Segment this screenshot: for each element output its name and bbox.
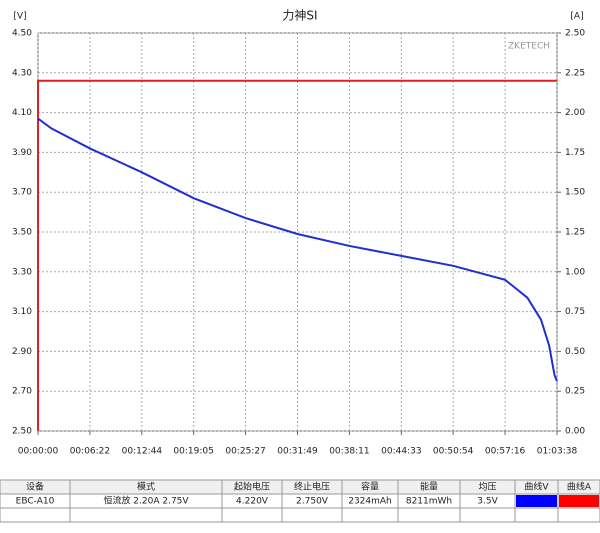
y-tick-label: 2.70 <box>12 387 32 397</box>
y2-unit: [A] <box>570 12 583 22</box>
cell <box>281 507 343 523</box>
header-text: 均压 <box>478 481 496 493</box>
curve-swatch <box>516 495 557 507</box>
cell-text: 8211mWh <box>406 497 452 507</box>
x-tick-label: 00:12:44 <box>122 447 163 457</box>
y-tick-label: 3.50 <box>12 228 32 238</box>
y-tick-label: 3.30 <box>12 267 32 277</box>
cell-text: 3.5V <box>477 497 498 507</box>
y2-tick-label: 2.25 <box>565 68 585 78</box>
y2-tick-label: 2.50 <box>565 29 585 39</box>
cell <box>397 507 461 523</box>
cell <box>69 507 223 523</box>
y-tick-label: 2.90 <box>12 347 32 357</box>
header-text: 设备 <box>26 481 44 493</box>
y2-tick-label: 1.25 <box>565 228 585 238</box>
x-tick-label: 00:25:27 <box>225 447 265 457</box>
summary-table: 设备 模式 起始电压 终止电压 容量 能量 均压 曲线V 曲线A EBC-A10 恒流放 2.20A… <box>0 479 600 523</box>
y2-tick-label: 1.00 <box>565 267 585 277</box>
header-text: 曲线A <box>567 481 592 493</box>
curve-swatch <box>559 495 599 507</box>
x-tick-label: 00:31:49 <box>277 447 318 457</box>
y-tick-label: 3.70 <box>12 188 32 198</box>
cell <box>0 507 71 523</box>
y2-tick-label: 1.50 <box>565 188 585 198</box>
cell-text: 4.220V <box>236 497 269 507</box>
watermark: ZKETECH <box>508 42 550 52</box>
header-text: 容量 <box>361 481 379 493</box>
y2-tick-label: 0.75 <box>565 307 585 317</box>
header-text: 起始电压 <box>234 481 270 493</box>
chart-title: 力神SI <box>282 9 317 23</box>
header-text: 终止电压 <box>294 481 330 493</box>
cell-text: 2324mAh <box>348 497 392 507</box>
x-tick-label: 00:57:16 <box>485 447 526 457</box>
series-line <box>37 79 557 431</box>
header-text: 曲线V <box>524 481 549 493</box>
x-tick-label: 00:44:33 <box>381 447 421 457</box>
cell-text: 恒流放 2.20A 2.75V <box>103 495 189 507</box>
y-unit: [V] <box>13 12 26 22</box>
x-tick-label: 00:19:05 <box>173 447 213 457</box>
cell <box>341 507 399 523</box>
cell-text: 2.750V <box>296 497 329 507</box>
cell-text: EBC-A10 <box>16 497 55 507</box>
y-tick-label: 3.10 <box>12 307 32 317</box>
y-tick-label: 3.90 <box>12 148 32 158</box>
x-tick-label: 00:00:00 <box>18 447 59 457</box>
x-tick-label: 00:38:11 <box>329 447 369 457</box>
y-tick-label: 4.10 <box>12 108 32 118</box>
y-tick-label: 2.50 <box>12 427 32 437</box>
series-line <box>37 117 558 382</box>
cell <box>459 507 516 523</box>
header-text: 模式 <box>137 481 155 493</box>
y2-tick-label: 0.50 <box>565 347 585 357</box>
y2-tick-label: 0.00 <box>565 427 585 437</box>
y2-tick-label: 0.25 <box>565 387 585 397</box>
y2-tick-label: 1.75 <box>565 148 585 158</box>
x-tick-label: 00:50:54 <box>433 447 474 457</box>
header-text: 能量 <box>420 481 438 493</box>
y-tick-label: 4.50 <box>12 29 32 39</box>
x-tick-label: 01:03:38 <box>537 447 578 457</box>
y2-tick-label: 2.00 <box>565 108 585 118</box>
cell <box>514 507 559 523</box>
cell <box>221 507 283 523</box>
y-tick-label: 4.30 <box>12 68 32 78</box>
cell <box>557 507 600 523</box>
x-tick-label: 00:06:22 <box>70 447 110 457</box>
